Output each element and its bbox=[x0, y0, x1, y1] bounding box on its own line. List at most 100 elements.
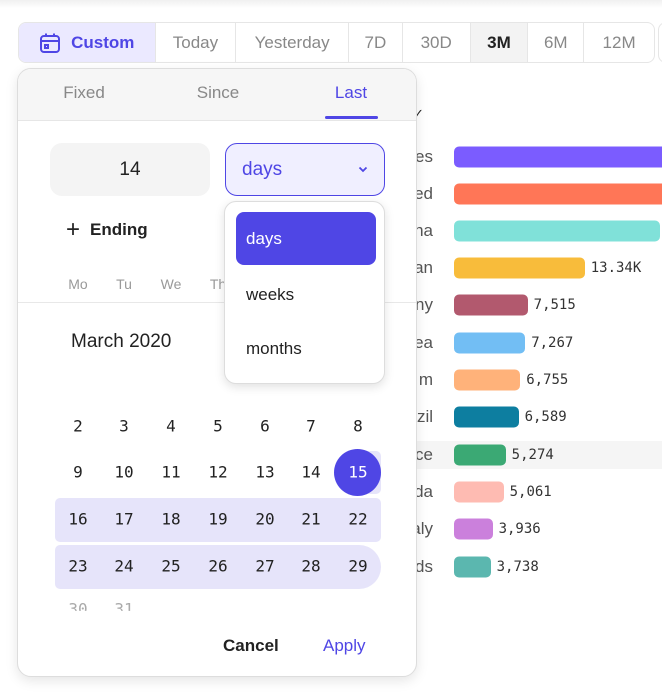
calendar-day[interactable]: 10 bbox=[114, 462, 134, 482]
unit-value: days bbox=[242, 158, 283, 180]
calendar-day[interactable]: 8 bbox=[353, 416, 363, 436]
bar-category-label: es bbox=[415, 147, 433, 166]
range-today[interactable]: Today bbox=[156, 23, 237, 62]
calendar-day[interactable]: 23 bbox=[68, 556, 88, 576]
bar[interactable] bbox=[454, 294, 528, 316]
range-7d[interactable]: 7D bbox=[349, 23, 403, 62]
range-30d[interactable]: 30D bbox=[403, 23, 471, 62]
range-highlight bbox=[55, 545, 381, 589]
weekday: Tu bbox=[116, 276, 132, 292]
calendar-day[interactable]: 3 bbox=[119, 416, 129, 436]
bar-value-label: 7,515 bbox=[533, 297, 576, 313]
bar-category-label: ed bbox=[414, 184, 433, 203]
calendar-day[interactable]: 5 bbox=[213, 416, 223, 436]
bar-category-label: na bbox=[414, 221, 433, 240]
bar-value-label: 5,061 bbox=[509, 484, 552, 500]
bar[interactable] bbox=[454, 369, 521, 391]
range-3m[interactable]: 3M bbox=[470, 23, 529, 62]
tab-last[interactable]: Last bbox=[334, 83, 368, 102]
bar-value-label: 5,274 bbox=[511, 447, 554, 463]
unit-select[interactable]: days bbox=[225, 143, 385, 196]
bar-category-label: zil bbox=[416, 407, 433, 426]
bar[interactable] bbox=[454, 444, 506, 466]
weekday: Th bbox=[209, 276, 227, 292]
calendar-day[interactable]: 7 bbox=[306, 416, 316, 436]
bar-category-label: m bbox=[418, 370, 433, 389]
calendar-day[interactable]: 14 bbox=[301, 462, 321, 482]
bar[interactable] bbox=[454, 257, 585, 279]
weekday: Mo bbox=[68, 276, 88, 292]
bar[interactable] bbox=[454, 556, 491, 578]
calendar-day[interactable]: 19 bbox=[208, 509, 228, 529]
bar[interactable] bbox=[454, 406, 519, 428]
bar-category-label: da bbox=[414, 482, 433, 501]
option-days[interactable]: days bbox=[236, 212, 376, 265]
check-icon: ✓ bbox=[413, 106, 424, 121]
add-ending-button[interactable]: + Ending bbox=[66, 216, 148, 244]
highlighted-row bbox=[380, 441, 662, 469]
calendar-day[interactable]: 24 bbox=[114, 556, 134, 576]
calendar-day[interactable]: 30 bbox=[68, 599, 88, 619]
calendar-day[interactable]: 25 bbox=[161, 556, 181, 576]
calendar-day[interactable]: 27 bbox=[255, 556, 275, 576]
bar-value-label: 6,755 bbox=[526, 372, 569, 388]
divider bbox=[18, 302, 416, 303]
bar[interactable] bbox=[454, 220, 660, 242]
option-weeks[interactable]: weeks bbox=[246, 284, 295, 304]
picker-tabs: Fixed Since Last bbox=[18, 69, 416, 121]
calendar-day[interactable]: 28 bbox=[301, 556, 321, 576]
calendar-day[interactable]: 12 bbox=[208, 462, 228, 482]
bar-category-label: ny bbox=[415, 295, 433, 314]
calendar-day[interactable]: 11 bbox=[161, 462, 181, 482]
count-input[interactable]: 14 bbox=[50, 143, 210, 196]
calendar-day[interactable]: 4 bbox=[166, 416, 176, 436]
bar-value-label: 3,936 bbox=[498, 521, 541, 537]
active-tab-indicator bbox=[325, 116, 378, 119]
bar[interactable] bbox=[454, 332, 526, 354]
range-6m[interactable]: 6M bbox=[528, 23, 585, 62]
calendar-day[interactable]: 21 bbox=[301, 509, 321, 529]
calendar-day[interactable]: 20 bbox=[255, 509, 275, 529]
selected-day-marker bbox=[334, 449, 381, 496]
range-highlight bbox=[55, 498, 381, 542]
range-yesterday[interactable]: Yesterday bbox=[236, 23, 349, 62]
bar[interactable] bbox=[454, 481, 504, 503]
bar[interactable] bbox=[454, 183, 662, 205]
calendar-day[interactable]: 9 bbox=[73, 462, 83, 482]
bar-category-label: ea bbox=[414, 333, 433, 352]
calendar-day[interactable]: 22 bbox=[348, 509, 368, 529]
calendar-day[interactable]: 29 bbox=[348, 556, 368, 576]
calendar-day[interactable]: 16 bbox=[68, 509, 88, 529]
top-shade bbox=[0, 0, 662, 8]
custom-label: Custom bbox=[71, 32, 135, 52]
bar-value-label: 7,267 bbox=[531, 335, 574, 351]
calendar-day[interactable]: 13 bbox=[255, 462, 275, 482]
calendar-day[interactable]: 31 bbox=[114, 599, 134, 619]
option-months[interactable]: months bbox=[246, 338, 302, 358]
bar-category-label: ds bbox=[415, 557, 433, 576]
weekday: We bbox=[160, 276, 182, 292]
tab-since[interactable]: Since bbox=[196, 83, 240, 102]
plus-icon: + bbox=[66, 216, 81, 243]
calendar-day[interactable]: 2 bbox=[73, 416, 83, 436]
calendar-day[interactable]: 6 bbox=[260, 416, 270, 436]
bar-value-label: 6,589 bbox=[524, 409, 567, 425]
calendar-day[interactable]: 17 bbox=[114, 509, 134, 529]
compare-button[interactable] bbox=[658, 22, 662, 63]
chevron-down-icon bbox=[358, 166, 368, 173]
custom-range-button[interactable]: Custom bbox=[19, 23, 156, 62]
bar-category-label: an bbox=[414, 258, 433, 277]
cancel-button[interactable]: Cancel bbox=[223, 636, 279, 655]
tab-fixed[interactable]: Fixed bbox=[63, 83, 105, 102]
calendar-day[interactable]: 15 bbox=[348, 462, 368, 482]
ending-label: Ending bbox=[90, 220, 148, 239]
calendar-day[interactable]: 26 bbox=[208, 556, 228, 576]
bar[interactable] bbox=[454, 146, 662, 168]
bar-category-label: ce bbox=[415, 445, 433, 464]
apply-button[interactable]: Apply bbox=[323, 636, 366, 655]
unit-dropdown-menu: days weeks months bbox=[224, 201, 385, 384]
calendar-icon bbox=[40, 33, 61, 53]
calendar-day[interactable]: 18 bbox=[161, 509, 181, 529]
range-12m[interactable]: 12M bbox=[602, 32, 636, 52]
bar[interactable] bbox=[454, 518, 493, 540]
